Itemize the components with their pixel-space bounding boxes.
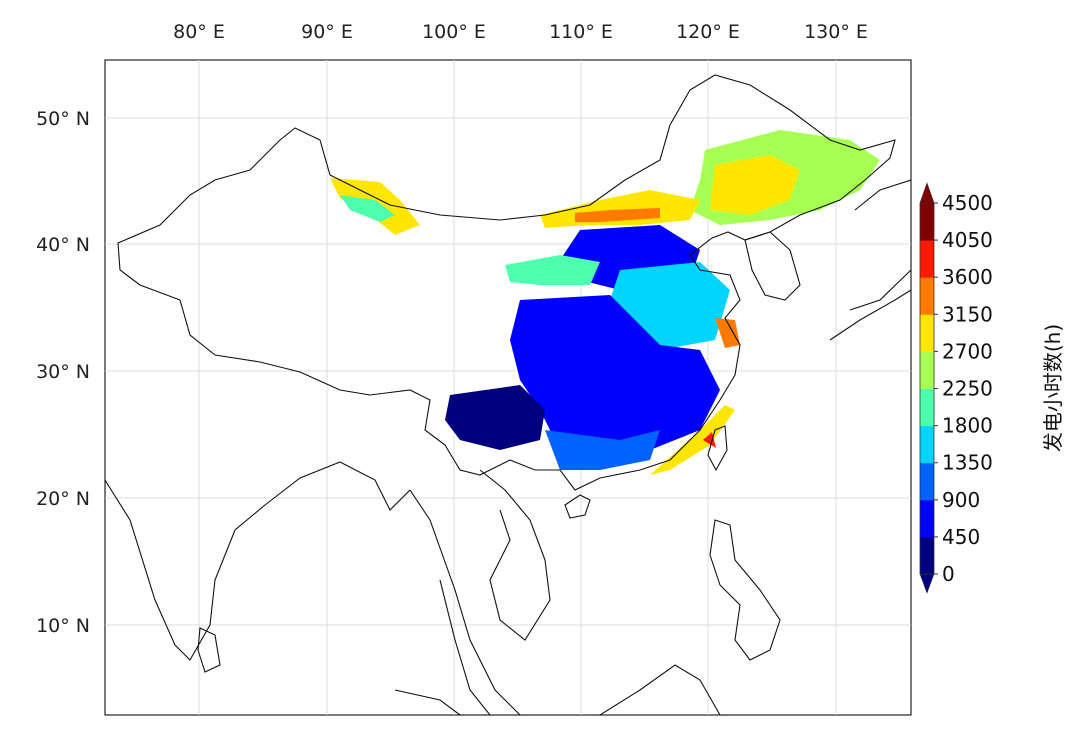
colorbar-segment xyxy=(920,425,934,464)
colorbar-tick-label: 0 xyxy=(942,562,955,586)
lon-tick-110: 110° E xyxy=(549,21,613,43)
lon-tick-labels: 80° E 90° E 100° E 110° E 120° E 130° E xyxy=(173,21,868,43)
hainan-island xyxy=(564,494,591,519)
region-central-blue xyxy=(510,295,720,460)
colorbar-segment xyxy=(920,388,934,427)
region-southwest-navy xyxy=(445,385,545,450)
region-south-blue xyxy=(545,430,660,470)
malay-coast xyxy=(394,579,491,715)
colorbar: 045090013501800225027003150360040504500 … xyxy=(919,182,1065,594)
colorbar-segment xyxy=(920,314,934,352)
japan-islands xyxy=(829,179,911,341)
lon-tick-90: 90° E xyxy=(301,21,353,43)
colorbar-tick-label: 1350 xyxy=(942,451,993,475)
colorbar-tick-label: 3600 xyxy=(942,265,993,289)
lat-tick-10: 10° N xyxy=(36,615,90,637)
colorbar-segment xyxy=(920,277,934,315)
lon-tick-120: 120° E xyxy=(676,21,740,43)
lat-tick-20: 20° N xyxy=(36,488,90,510)
region-northeast-yellow xyxy=(710,155,800,215)
taiwan-island xyxy=(707,425,728,472)
colorbar-tick-label: 4500 xyxy=(942,191,993,215)
colorbar-tick-label: 2700 xyxy=(942,339,993,363)
region-inner-mongolia-orange xyxy=(575,208,660,222)
lon-tick-100: 100° E xyxy=(422,21,486,43)
colorbar-segments xyxy=(920,203,934,575)
colorbar-tick-label: 450 xyxy=(942,525,980,549)
colorbar-segment xyxy=(920,536,934,575)
colorbar-tick-label: 1800 xyxy=(942,414,993,438)
lon-tick-130: 130° E xyxy=(804,21,868,43)
colorbar-title: 发电小时数(h) xyxy=(1041,324,1065,452)
region-green-band xyxy=(505,255,600,285)
region-xinjiang-cyan xyxy=(340,195,395,222)
sri-lanka xyxy=(197,627,221,673)
lat-tick-50: 50° N xyxy=(36,108,90,130)
colorbar-segment xyxy=(920,499,934,538)
borneo-coast xyxy=(599,664,721,715)
map-panel xyxy=(104,59,912,716)
colorbar-segment xyxy=(920,203,934,241)
colorbar-tick-label: 900 xyxy=(942,488,980,512)
region-coast-yellow xyxy=(650,405,735,475)
colorbar-segment xyxy=(920,462,934,501)
colorbar-labels: 0 450 900 1350 1800 2250 2700 3150 3600 4050 4500 xyxy=(934,191,993,586)
colorbar-tick-label: 3150 xyxy=(942,302,993,326)
gridlines xyxy=(105,60,911,715)
lat-tick-30: 30° N xyxy=(36,361,90,383)
coastlines xyxy=(105,74,911,715)
colorbar-tick-label: 2250 xyxy=(942,377,993,401)
region-coast-orange xyxy=(715,318,740,348)
colorbar-extend-min xyxy=(919,573,935,594)
korea-peninsula xyxy=(744,231,801,301)
lat-tick-labels: 50° N 40° N 30° N 20° N 10° N xyxy=(36,108,90,637)
data-field xyxy=(330,130,880,475)
philippines-islands xyxy=(709,519,781,661)
lon-tick-80: 80° E xyxy=(173,21,225,43)
colorbar-segment xyxy=(920,240,934,278)
colorbar-segment xyxy=(920,351,934,389)
india-coast xyxy=(105,461,411,661)
lat-tick-40: 40° N xyxy=(36,234,90,256)
indochina-coast xyxy=(409,469,551,715)
china-boundary xyxy=(117,74,896,491)
colorbar-extend-max xyxy=(919,182,935,204)
colorbar-tick-label: 4050 xyxy=(942,228,993,252)
